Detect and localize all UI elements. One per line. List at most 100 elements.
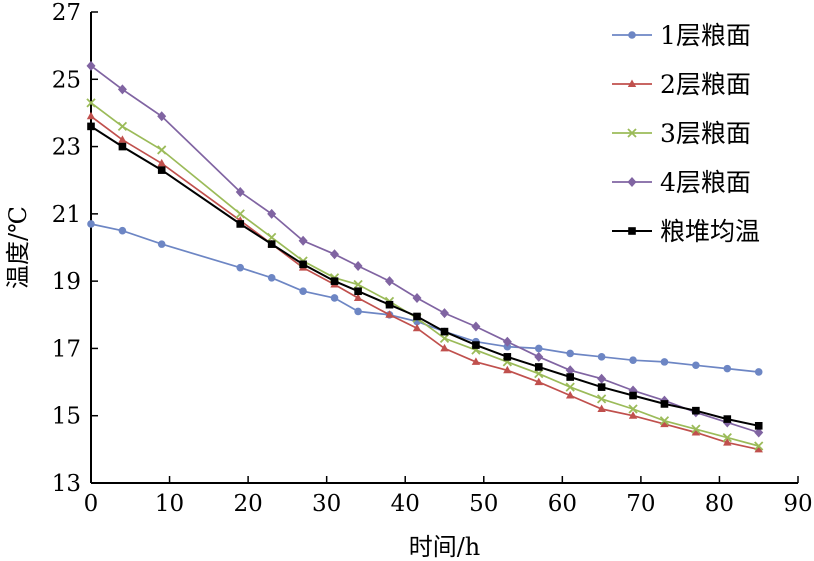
series-3-point — [439, 333, 450, 343]
series-3-point — [353, 279, 363, 290]
x-tick-label: 80 — [705, 491, 734, 517]
series-1-point — [723, 364, 732, 373]
series-1-point — [354, 307, 362, 316]
x-tick-label: 70 — [626, 491, 655, 517]
series-4-point — [534, 351, 544, 362]
series-5-point — [354, 287, 362, 296]
series-5-point — [236, 220, 245, 228]
series-1-point — [267, 273, 276, 282]
x-axis-title: 时间/h — [409, 533, 481, 561]
series-2-point — [534, 377, 543, 386]
series-3-point — [596, 394, 607, 404]
series-2-point — [565, 391, 575, 399]
series-3-point — [235, 209, 245, 219]
series-2-point — [723, 438, 732, 446]
series-3-line — [90, 102, 759, 447]
series-3-point — [565, 382, 575, 392]
y-tick-label: 19 — [52, 269, 81, 295]
legend-item: 粮堆均温 — [612, 217, 760, 246]
series-4-point — [298, 235, 308, 246]
series-1-point — [299, 287, 307, 296]
series-5-point — [299, 260, 307, 269]
series-3-point — [628, 404, 638, 414]
legend-item: 3层粮面 — [612, 119, 751, 148]
series-2-point — [118, 135, 127, 143]
series-4-point — [385, 276, 395, 287]
y-tick-label: 15 — [52, 404, 81, 430]
y-tick-label: 27 — [52, 0, 81, 26]
legend-marker — [627, 128, 637, 138]
series-4-point — [86, 60, 96, 71]
series-5 — [87, 122, 763, 430]
series-1-point — [660, 358, 669, 366]
series-4 — [86, 60, 764, 438]
series-2-point — [628, 411, 638, 419]
series-5-point — [118, 142, 127, 151]
x-tick-label: 20 — [233, 491, 262, 517]
series-1-point — [118, 226, 127, 235]
series-1-point — [534, 344, 543, 353]
series-3-point — [157, 145, 167, 155]
legend-item: 4层粮面 — [612, 168, 751, 197]
series-2-point — [353, 293, 363, 301]
series-3-point — [117, 121, 128, 132]
series-1-point — [566, 349, 574, 358]
series-4-line — [90, 65, 759, 434]
series-5-point — [534, 363, 543, 371]
y-tick-label: 17 — [52, 336, 81, 362]
x-tick-label: 30 — [312, 491, 341, 517]
series-5-line — [90, 125, 759, 427]
series-3-point — [534, 369, 544, 379]
y-tick-label: 21 — [52, 202, 81, 228]
series-5-point — [629, 391, 637, 400]
series-5-point — [385, 300, 394, 309]
series-1-line — [90, 223, 759, 373]
series-2-point — [471, 357, 481, 365]
series-2-point — [385, 310, 394, 318]
series-2-point — [660, 419, 669, 428]
series-4-point — [353, 261, 363, 272]
series-5-point — [754, 422, 763, 430]
y-tick-label: 23 — [52, 135, 81, 161]
series-5-point — [87, 122, 95, 131]
series-1-point — [597, 353, 606, 361]
x-tick-label: 0 — [84, 491, 99, 517]
series-4-point — [565, 365, 575, 376]
series-3-point — [754, 441, 764, 451]
series-group — [86, 60, 764, 453]
series-5-point — [723, 415, 732, 423]
series-1-point — [754, 368, 763, 376]
series-2-point — [440, 343, 449, 352]
legend-item: 1层粮面 — [612, 21, 751, 50]
series-2-point — [503, 365, 512, 374]
series-4-point — [267, 208, 277, 219]
x-axis-ticks: 0 10 20 30 40 50 60 70 80 90 — [84, 476, 813, 517]
legend-marker — [628, 31, 636, 39]
legend-marker — [627, 79, 637, 87]
series-1-point — [629, 356, 637, 365]
series-5-point — [566, 373, 574, 381]
legend-marker — [627, 177, 637, 187]
series-1-point — [330, 294, 339, 302]
x-tick-label: 90 — [783, 491, 812, 517]
series-5-point — [157, 166, 166, 174]
series-2-point — [86, 111, 96, 120]
series-1-point — [87, 220, 95, 228]
series-3-point — [267, 232, 277, 243]
x-tick-label: 50 — [469, 491, 498, 517]
series-5-point — [330, 277, 339, 285]
y-tick-label: 25 — [52, 67, 81, 93]
series-1-point — [692, 361, 700, 370]
series-4-point — [597, 373, 607, 384]
legend-label: 4层粮面 — [660, 168, 751, 197]
series-1-point — [157, 240, 166, 248]
series-4-point — [471, 321, 481, 332]
x-tick-label: 40 — [391, 491, 420, 517]
series-4-point — [157, 111, 167, 122]
y-tick-label: 13 — [52, 471, 81, 497]
series-5-point — [597, 383, 606, 391]
series-4-point — [235, 186, 245, 197]
series-5-point — [413, 312, 421, 321]
